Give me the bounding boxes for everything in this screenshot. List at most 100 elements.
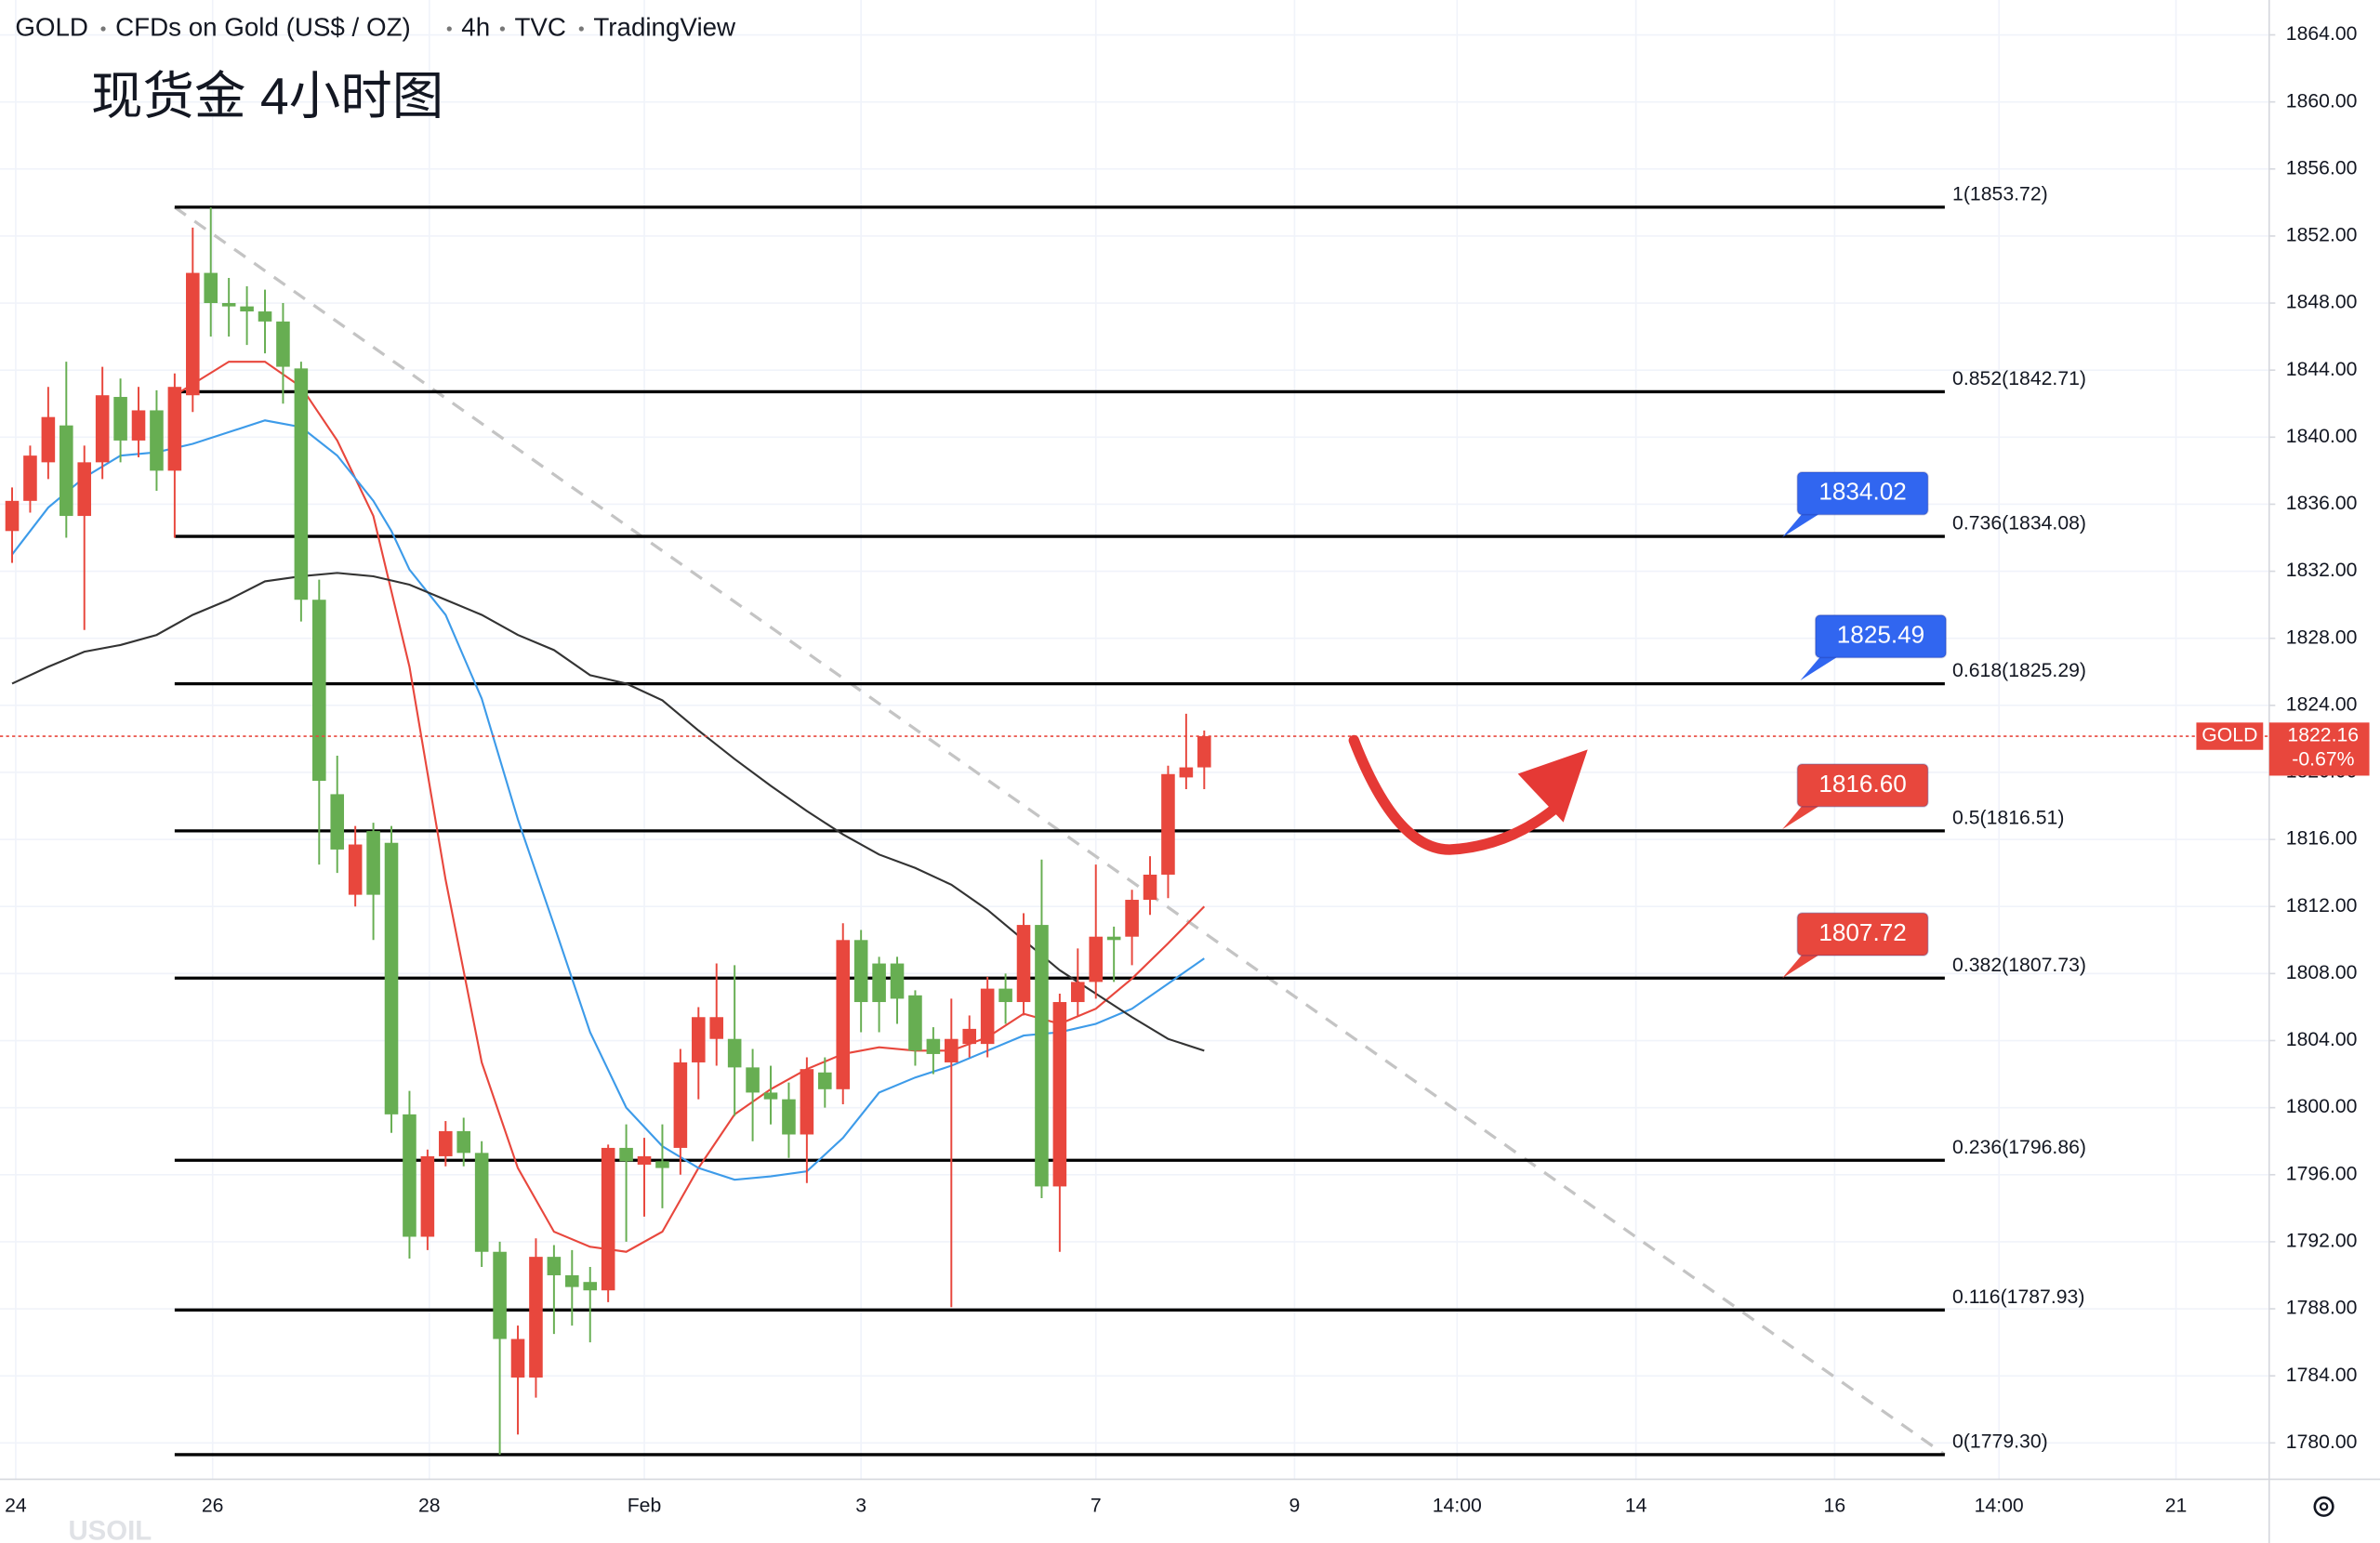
candle-body bbox=[673, 1062, 688, 1148]
candle-body bbox=[23, 455, 37, 501]
candle-body bbox=[77, 462, 92, 517]
candle-body bbox=[186, 272, 200, 396]
plot-layer bbox=[0, 205, 2269, 1457]
candle-body bbox=[5, 500, 20, 532]
candle-body bbox=[763, 1092, 778, 1100]
callout-box bbox=[1814, 613, 1948, 659]
candle-body bbox=[601, 1147, 615, 1291]
candle-body bbox=[439, 1130, 453, 1156]
text-layer: GOLD CFDs on Gold (US$ / OZ) 4h TVC Trad… bbox=[15, 12, 736, 1543]
separator bbox=[446, 26, 452, 32]
candle-body bbox=[1197, 736, 1211, 768]
candle-body bbox=[294, 368, 309, 600]
candle-body bbox=[529, 1257, 543, 1378]
settings-gear-hub[interactable] bbox=[2319, 1502, 2329, 1511]
candle-body bbox=[1089, 936, 1104, 983]
candle-body bbox=[836, 940, 851, 1089]
fib-label: 0.116(1787.93) bbox=[1952, 1286, 2084, 1308]
y-tick-label: 1808.00 bbox=[2286, 962, 2358, 983]
callout-label: 1825.49 bbox=[1837, 621, 1924, 649]
y-tick-label: 1792.00 bbox=[2286, 1231, 2358, 1252]
last-change-label: -0.67% bbox=[2292, 749, 2354, 771]
candle-body bbox=[998, 988, 1012, 1003]
moving-average bbox=[11, 572, 1205, 1052]
candle-body bbox=[41, 416, 56, 463]
fib-label: 0(1779.30) bbox=[1952, 1431, 2048, 1452]
candle-body bbox=[456, 1130, 471, 1154]
candle-body bbox=[1106, 936, 1121, 941]
candle-body bbox=[510, 1339, 525, 1378]
forecast-arrow-head bbox=[1517, 749, 1588, 823]
y-tick-label: 1812.00 bbox=[2286, 895, 2358, 917]
fib-label: 0.852(1842.71) bbox=[1952, 368, 2086, 389]
candle-body bbox=[890, 963, 905, 999]
trendline bbox=[173, 205, 1946, 1457]
y-tick-label: 1840.00 bbox=[2286, 426, 2358, 447]
candle-body bbox=[782, 1099, 796, 1135]
x-tick-label: 26 bbox=[202, 1495, 224, 1516]
x-tick-label: 3 bbox=[855, 1495, 866, 1516]
candle-body bbox=[908, 995, 922, 1051]
settings-gear[interactable] bbox=[2313, 1496, 2334, 1517]
source: TradingView bbox=[593, 12, 736, 41]
callout-box bbox=[1796, 763, 1929, 808]
separator bbox=[499, 26, 506, 32]
y-tick-label: 1852.00 bbox=[2286, 225, 2358, 246]
candle-body bbox=[113, 397, 127, 441]
candle-body bbox=[746, 1067, 760, 1093]
candle-body bbox=[727, 1038, 742, 1068]
callout-box bbox=[1796, 471, 1929, 516]
separator bbox=[100, 26, 106, 32]
symbol-tag-label: GOLD bbox=[2202, 725, 2257, 746]
candle-body bbox=[150, 410, 164, 471]
time-axis-panel bbox=[0, 1479, 2380, 1543]
x-tick-label: 24 bbox=[5, 1495, 27, 1516]
y-tick-label: 1788.00 bbox=[2286, 1298, 2358, 1319]
x-tick-label: 28 bbox=[418, 1495, 441, 1516]
candle-body bbox=[384, 842, 399, 1114]
x-tick-label: 9 bbox=[1289, 1495, 1301, 1516]
candle-body bbox=[1143, 874, 1157, 901]
settings-icon[interactable] bbox=[2313, 1496, 2334, 1517]
y-tick-label: 1800.00 bbox=[2286, 1096, 2358, 1117]
symbol: GOLD bbox=[15, 12, 88, 41]
candle-body bbox=[258, 311, 272, 322]
candle-body bbox=[403, 1114, 416, 1237]
y-tick-label: 1848.00 bbox=[2286, 292, 2358, 313]
candle-body bbox=[565, 1274, 579, 1287]
x-tick-label: Feb bbox=[628, 1495, 662, 1516]
callout-box bbox=[1796, 912, 1929, 956]
y-tick-label: 1864.00 bbox=[2286, 23, 2358, 45]
candle-body bbox=[330, 794, 345, 850]
y-tick-label: 1860.00 bbox=[2286, 90, 2358, 112]
fib-label: 1(1853.72) bbox=[1952, 183, 2048, 204]
candle-body bbox=[655, 1161, 669, 1168]
y-tick-label: 1804.00 bbox=[2286, 1029, 2358, 1050]
fib-label: 0.382(1807.73) bbox=[1952, 955, 2086, 976]
forecast-arrow bbox=[1348, 734, 1567, 855]
fib-label: 0.236(1796.86) bbox=[1952, 1137, 2086, 1158]
candle-body bbox=[926, 1038, 941, 1054]
candle-body bbox=[818, 1072, 832, 1089]
candle-body bbox=[800, 1069, 814, 1135]
candle-body bbox=[312, 600, 326, 781]
y-tick-label: 1816.00 bbox=[2286, 828, 2358, 850]
candle-body bbox=[474, 1153, 489, 1252]
watermark: USOIL bbox=[68, 1515, 152, 1543]
callout-label: 1807.72 bbox=[1818, 918, 1906, 946]
callout-label: 1816.60 bbox=[1818, 770, 1906, 798]
y-tick-label: 1796.00 bbox=[2286, 1163, 2358, 1184]
callout-label: 1834.02 bbox=[1818, 478, 1906, 506]
y-tick-label: 1836.00 bbox=[2286, 493, 2358, 514]
x-tick-label: 14:00 bbox=[1975, 1495, 2024, 1516]
x-tick-label: 14 bbox=[1625, 1495, 1647, 1516]
candle-body bbox=[276, 321, 290, 367]
candle-body bbox=[493, 1251, 507, 1339]
x-tick-label: 14:00 bbox=[1433, 1495, 1482, 1516]
candle-body bbox=[1035, 925, 1049, 1187]
candle-body bbox=[1179, 767, 1194, 778]
y-tick-label: 1828.00 bbox=[2286, 626, 2358, 648]
candle-body bbox=[1125, 900, 1139, 937]
candle-body bbox=[962, 1028, 977, 1045]
